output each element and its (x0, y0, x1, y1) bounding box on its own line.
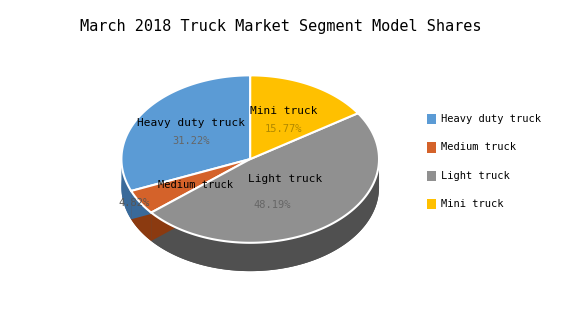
Text: Mini truck: Mini truck (250, 106, 317, 116)
Polygon shape (151, 159, 250, 241)
Text: 31.22%: 31.22% (173, 136, 210, 146)
Polygon shape (131, 187, 250, 241)
Polygon shape (151, 142, 379, 271)
Text: March 2018 Truck Market Segment Model Shares: March 2018 Truck Market Segment Model Sh… (80, 19, 482, 34)
Text: Mini truck: Mini truck (441, 199, 503, 209)
Polygon shape (121, 104, 250, 219)
Polygon shape (121, 75, 250, 191)
Polygon shape (131, 159, 250, 213)
Polygon shape (151, 160, 379, 271)
Polygon shape (131, 159, 250, 219)
Text: 15.77%: 15.77% (265, 124, 303, 134)
Text: 48.19%: 48.19% (253, 200, 291, 210)
Polygon shape (151, 159, 250, 241)
Text: Medium truck: Medium truck (441, 142, 516, 153)
Polygon shape (131, 191, 151, 241)
Polygon shape (151, 113, 379, 243)
Polygon shape (250, 75, 358, 159)
Polygon shape (121, 159, 131, 219)
Bar (427, 114, 435, 124)
Text: Heavy duty truck: Heavy duty truck (441, 114, 541, 124)
Text: 4.82%: 4.82% (119, 198, 150, 208)
Text: Heavy duty truck: Heavy duty truck (137, 118, 245, 128)
Text: Light truck: Light truck (441, 171, 510, 181)
Text: Medium truck: Medium truck (158, 180, 233, 190)
Polygon shape (131, 159, 250, 219)
Bar (427, 171, 435, 181)
Text: Light truck: Light truck (247, 174, 322, 184)
Bar (427, 199, 435, 209)
Bar (427, 142, 435, 153)
Polygon shape (250, 104, 358, 187)
